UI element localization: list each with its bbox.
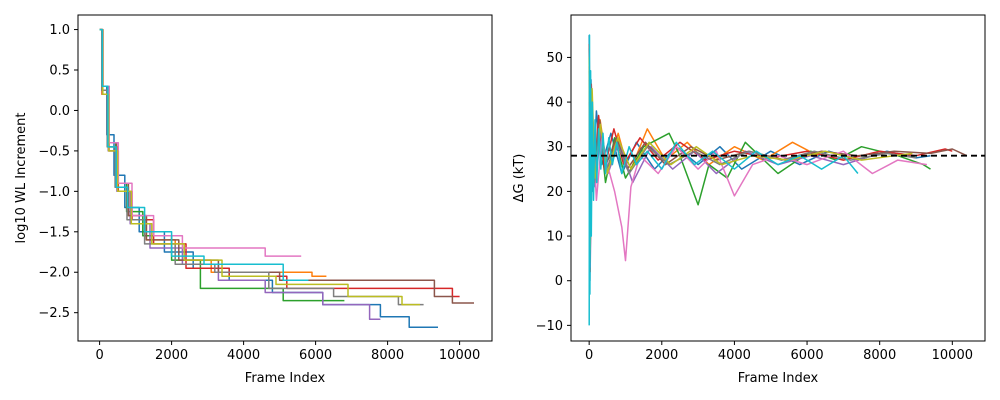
plot-area bbox=[99, 28, 474, 328]
y-tick-label: 1.0 bbox=[49, 23, 70, 38]
y-tick-label: 30 bbox=[546, 140, 563, 155]
y-tick-label: 0 bbox=[555, 274, 563, 289]
x-tick-label: 2000 bbox=[645, 348, 678, 363]
x-axis-label: Frame Index bbox=[738, 371, 819, 386]
y-tick-label: 0.0 bbox=[49, 104, 70, 119]
x-tick-label: 4000 bbox=[227, 348, 260, 363]
series-line-4 bbox=[588, 79, 873, 269]
y-tick-label: 40 bbox=[546, 96, 563, 111]
x-tick-label: 10000 bbox=[932, 348, 973, 363]
series-line-9 bbox=[588, 34, 859, 326]
y-axis-label: log10 WL Increment bbox=[14, 113, 29, 244]
y-tick-label: 10 bbox=[546, 230, 563, 245]
series-line-8 bbox=[99, 28, 420, 306]
x-tick-label: 2000 bbox=[155, 348, 188, 363]
plot-area bbox=[588, 34, 968, 326]
left-chart-panel: 0 2000 4000 6000 8000 10000 −2.5 −2.0 −1.5 −1.0 −0… bbox=[14, 14, 493, 386]
y-tick-label: −2.5 bbox=[38, 306, 70, 321]
x-tick-label: 4000 bbox=[718, 348, 751, 363]
x-axis-label: Frame Index bbox=[245, 371, 326, 386]
y-tick-label: −2.0 bbox=[38, 266, 70, 281]
y-axis-label: ΔG (kT) bbox=[512, 154, 527, 203]
x-tick-label: 8000 bbox=[371, 348, 404, 363]
series-line-6 bbox=[588, 102, 928, 262]
y-tick-label: −0.5 bbox=[38, 144, 70, 159]
series-line-9 bbox=[99, 28, 309, 282]
series-line-1 bbox=[99, 28, 327, 278]
x-tick-label: 6000 bbox=[299, 348, 332, 363]
series-line-5 bbox=[99, 28, 474, 304]
x-tick-label: 0 bbox=[95, 348, 103, 363]
series-line-7 bbox=[588, 70, 917, 264]
y-tick-label: 50 bbox=[546, 51, 563, 66]
y-tick-label: −10 bbox=[536, 319, 563, 334]
x-tick-label: 0 bbox=[585, 348, 593, 363]
series-line-7 bbox=[99, 28, 424, 306]
y-tick-label: 20 bbox=[546, 185, 563, 200]
x-tick-label: 6000 bbox=[791, 348, 824, 363]
y-tick-label: −1.0 bbox=[38, 185, 70, 200]
y-tick-label: −1.5 bbox=[38, 225, 70, 240]
axes-frame bbox=[77, 14, 493, 342]
x-tick-label: 10000 bbox=[439, 348, 480, 363]
y-tick-label: 0.5 bbox=[49, 64, 70, 79]
axes-frame bbox=[570, 14, 986, 342]
right-chart-panel: 0 2000 4000 6000 8000 10000 −10 0 10 20 30 40 50 Fram… bbox=[512, 14, 986, 386]
x-tick-label: 8000 bbox=[863, 348, 896, 363]
